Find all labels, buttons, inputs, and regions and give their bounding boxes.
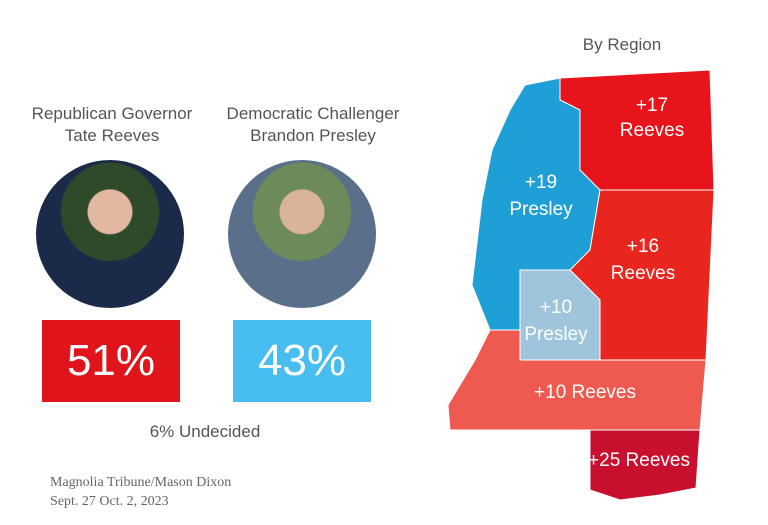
- region-winner: Presley: [509, 199, 573, 220]
- region-winner: Reeves: [611, 263, 675, 284]
- region-winner: Reeves: [572, 382, 636, 403]
- result-box: 51%: [42, 320, 180, 402]
- result: 43%: [257, 336, 347, 385]
- region-winner: Presley: [524, 324, 588, 345]
- candidate-role: Republican Governor: [31, 104, 193, 123]
- candidate-heading: Republican Governor Tate Reeves: [17, 103, 207, 147]
- region-margin: +16: [627, 236, 659, 257]
- candidate-role: Democratic Challenger: [226, 104, 400, 123]
- map-title: By Region: [583, 35, 661, 54]
- region: [589, 429, 701, 501]
- candidate-name: Brandon Presley: [250, 126, 376, 145]
- source-dates: Sept. 27 Oct. 2, 2023: [50, 494, 169, 509]
- region-winner: Reeves: [626, 450, 690, 471]
- region-margin: +10: [540, 297, 572, 318]
- source: Magnolia Tribune/Mason Dixon: [50, 475, 232, 490]
- region-margin: +19: [525, 172, 557, 193]
- result-box: 43%: [233, 320, 371, 402]
- candidate-photo: [36, 160, 184, 308]
- region-label: +25 Reeves: [588, 450, 690, 471]
- region-label: +10 Reeves: [534, 382, 636, 403]
- region-margin: +17: [636, 95, 668, 116]
- result: 51%: [66, 336, 156, 385]
- candidate-name: Tate Reeves: [64, 126, 160, 145]
- candidate-heading: Democratic Challenger Brandon Presley: [218, 103, 408, 147]
- region-margin: +10: [534, 382, 566, 403]
- undecided: 6% Undecided: [149, 422, 261, 441]
- region-winner: Reeves: [620, 120, 684, 141]
- candidate-photo: [228, 160, 376, 308]
- region-margin: +25: [588, 450, 620, 471]
